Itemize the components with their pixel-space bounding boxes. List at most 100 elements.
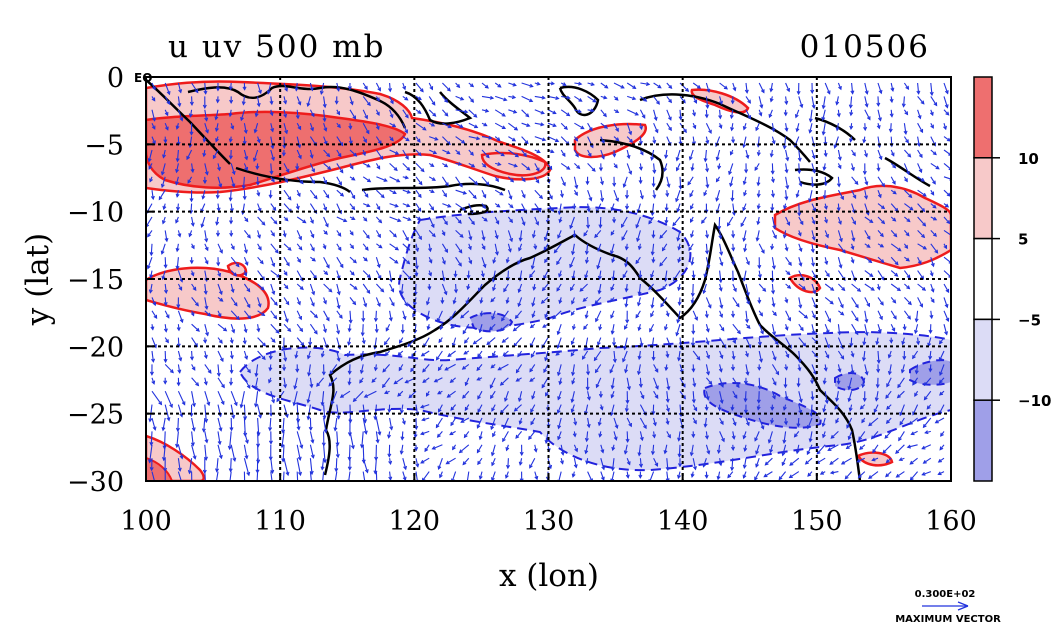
wind-vector	[309, 109, 315, 118]
wind-vector	[533, 498, 536, 505]
wind-vector	[819, 471, 826, 475]
wind-vector	[270, 216, 278, 225]
wind-vector	[571, 297, 575, 305]
wind-vector	[784, 324, 789, 331]
wind-vector	[229, 216, 234, 225]
wind-vector	[705, 122, 712, 134]
wind-vector	[414, 485, 417, 494]
wind-vector	[431, 444, 443, 450]
wind-vector	[499, 377, 509, 386]
wind-vector	[387, 404, 392, 414]
wind-vector	[402, 122, 408, 134]
wind-vector	[595, 310, 602, 323]
wind-vector	[811, 163, 816, 174]
wind-vector	[829, 457, 839, 465]
wind-vector	[335, 431, 340, 447]
wind-vector	[877, 136, 882, 149]
wind-vector	[586, 203, 591, 213]
wind-vector	[890, 230, 898, 238]
wind-vector	[534, 95, 546, 100]
wind-vector	[428, 270, 433, 277]
wind-vector	[508, 149, 520, 158]
wind-vector	[785, 82, 791, 93]
wind-vector	[851, 149, 856, 157]
wind-vector	[423, 485, 430, 491]
wind-vector	[450, 404, 457, 411]
wind-vector	[876, 163, 881, 172]
wind-vector	[796, 377, 801, 388]
wind-vector	[890, 176, 896, 185]
wind-vector	[283, 350, 288, 362]
wind-vector	[640, 498, 643, 508]
wind-vector	[705, 297, 712, 309]
wind-vector	[415, 149, 422, 157]
wind-vector	[283, 176, 288, 184]
wind-vector	[421, 417, 430, 422]
wind-vector	[677, 431, 682, 442]
wind-vector	[534, 189, 544, 200]
wind-vector	[902, 324, 907, 331]
wind-vector	[444, 363, 456, 371]
wind-vector	[163, 350, 168, 364]
y-tick-label: −25	[67, 400, 124, 431]
wind-vector	[455, 161, 463, 166]
wind-vector	[203, 283, 208, 295]
wind-vector	[677, 297, 682, 307]
wind-vector	[864, 176, 869, 186]
wind-vector	[494, 176, 499, 183]
wind-vector	[703, 270, 708, 278]
wind-vector	[815, 457, 826, 464]
wind-vector	[243, 377, 251, 389]
wind-vector	[375, 230, 381, 239]
wind-vector	[597, 337, 602, 346]
neg-region-lt15-b	[909, 359, 951, 386]
wind-vector	[557, 417, 562, 430]
wind-vector	[719, 96, 723, 106]
wind-vector	[349, 243, 355, 250]
wind-vector	[468, 256, 473, 265]
wind-vector	[310, 310, 319, 319]
wind-vector	[148, 163, 153, 170]
wind-vector	[481, 243, 486, 251]
wind-vector	[467, 243, 472, 251]
wind-vector	[424, 444, 430, 453]
wind-vector	[622, 176, 628, 188]
wind-vector	[635, 310, 641, 319]
wind-vector	[930, 162, 940, 170]
wind-vector	[824, 270, 830, 278]
wind-vector	[943, 96, 949, 109]
wind-vector	[309, 297, 315, 307]
wind-vector	[691, 324, 696, 335]
wind-vector	[785, 350, 790, 359]
wind-vector	[294, 350, 299, 359]
wind-vector	[771, 283, 776, 295]
wind-vector	[877, 310, 883, 321]
wind-vector	[414, 270, 419, 277]
wind-vector	[570, 404, 575, 414]
wind-vector	[758, 96, 764, 109]
wind-vector	[433, 377, 443, 383]
wind-vector	[916, 136, 921, 148]
wind-vector	[612, 176, 617, 188]
wind-vector	[943, 189, 951, 197]
wind-vector	[885, 417, 892, 425]
wind-vector	[732, 323, 741, 335]
wind-vector	[640, 485, 643, 491]
wind-vector	[390, 485, 393, 493]
wind-vector	[823, 364, 828, 372]
wind-vector	[295, 203, 300, 211]
wind-vector	[388, 310, 393, 322]
wind-vector	[666, 431, 671, 439]
wind-vector	[745, 364, 750, 376]
wind-vector	[664, 203, 669, 212]
wind-vector	[610, 324, 615, 335]
wind-vector	[402, 243, 411, 251]
wind-vector	[150, 485, 153, 502]
wind-vector	[309, 176, 315, 185]
wind-vector	[387, 431, 392, 439]
wind-vector	[397, 390, 404, 397]
wind-vector	[450, 323, 456, 329]
wind-vector	[529, 323, 536, 329]
wind-vector	[529, 270, 536, 279]
wind-vector	[903, 136, 909, 144]
